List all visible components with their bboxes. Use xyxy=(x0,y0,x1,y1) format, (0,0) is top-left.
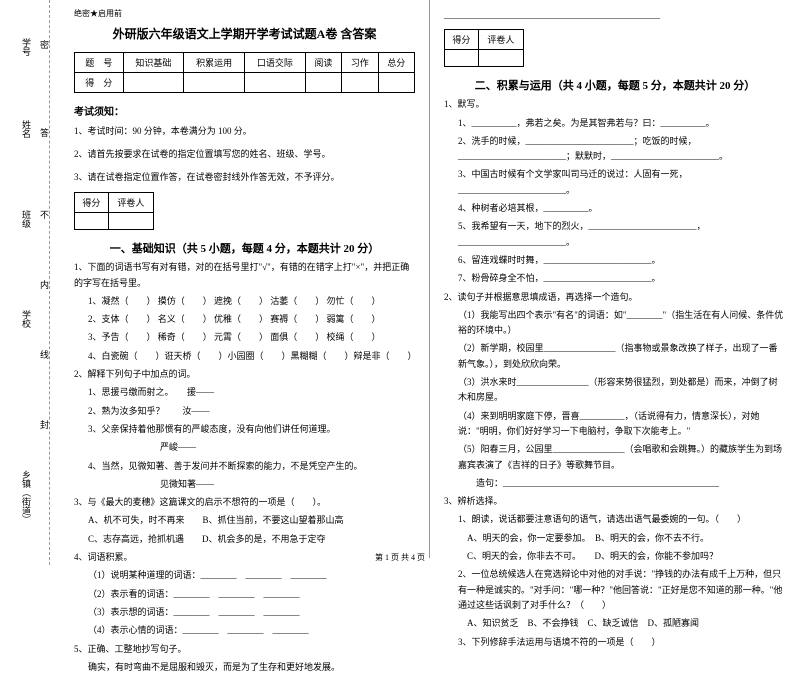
side-label-xingming: 姓名 xyxy=(20,120,33,138)
seal-char: 封 xyxy=(38,420,51,429)
td-blank[interactable] xyxy=(378,73,414,93)
exam-title: 外研版六年级语文上学期开学考试试题A卷 含答案 xyxy=(74,25,415,42)
question-line: 严峻—— xyxy=(74,440,415,455)
question-line: 3、父亲保持着他那惯有的严峻态度，没有向他们讲任何道理。 xyxy=(74,422,415,437)
table-row: 题 号 知识基础 积累运用 口语交际 阅读 习作 总分 xyxy=(75,53,415,73)
question-line: 3、中国古时候有个文学家叫司马迁的说过：人固有一死，______________… xyxy=(444,167,786,198)
grader-cell[interactable] xyxy=(108,213,153,230)
side-label-xuehao: 学号 xyxy=(20,38,33,56)
question-line: 1、思援弓缴而射之。 援—— xyxy=(74,385,415,400)
question-line: 4、白瓷碗（ ）诳天桥（ ）小园圈（ ）黑糊糊（ ）辩是非（ ） xyxy=(74,349,415,364)
question-line: （3）表示想的词语：________ ________ ________ xyxy=(74,605,415,620)
answer-blank-line[interactable]: ________________________________________… xyxy=(444,8,786,23)
question-line: 确实，有时弯曲不是屈服和毁灭，而是为了生存和更好地发展。 xyxy=(74,660,415,675)
left-column: 绝密★启用前 外研版六年级语文上学期开学考试试题A卷 含答案 题 号 知识基础 … xyxy=(60,0,430,558)
table-row: 得 分 xyxy=(75,73,415,93)
binding-margin: 学号 姓名 班级 学校 乡镇（街道） 密 答 不 内 线 封 xyxy=(0,0,50,565)
grader-label: 评卷人 xyxy=(108,193,153,213)
score-table: 题 号 知识基础 积累运用 口语交际 阅读 习作 总分 得 分 xyxy=(74,52,415,93)
question-line: 2、支体（ ） 名义（ ） 优稚（ ） 赛褥（ ） 弱篱（ ） xyxy=(74,312,415,327)
th-c2: 积累运用 xyxy=(184,53,245,73)
question-line: A、机不可失，时不再来 B、抓住当前，不要这山望着那山高 xyxy=(74,513,415,528)
question-line: （4）来到明明家庭下停，晋喜__________，（话说得有力，情意深长），对她… xyxy=(444,409,786,440)
td-blank[interactable] xyxy=(244,73,305,93)
question-line: （1）说明某种道理的词语：________ ________ ________ xyxy=(74,568,415,583)
seal-char: 不 xyxy=(38,210,51,219)
question-line: 见微知著—— xyxy=(74,477,415,492)
question-line: C、志存高远，抢抓机遇 D、机会多的是，不用急于定夺 xyxy=(74,532,415,547)
score-label: 得分 xyxy=(445,30,479,50)
question-line: 7、粉骨碎身全不怕，________________________。 xyxy=(444,271,786,286)
question-line: 2、熟为汝多知乎？ 汝—— xyxy=(74,404,415,419)
td-blank[interactable] xyxy=(305,73,341,93)
question: 2、读句子并根据意思填成语，再选择一个造句。 xyxy=(444,290,786,305)
question-line: （1）我能写出四个表示"有名"的词语：如"________"（指生活在有人问候、… xyxy=(444,308,786,339)
th-c6: 总分 xyxy=(378,53,414,73)
question: 1、下面的词语书写有对有错，对的在括号里打"√"，有错的在错字上打"×"，并把正… xyxy=(74,260,415,291)
side-label-jiedao: 乡镇（街道） xyxy=(20,470,33,524)
secrecy-label: 绝密★启用前 xyxy=(74,8,415,19)
th-c3: 口语交际 xyxy=(244,53,305,73)
question: 3、辨析选择。 xyxy=(444,494,786,509)
td-score: 得 分 xyxy=(75,73,124,93)
question-line: （3）洪水来时________________（形容来势很猛烈，到处都是）而来，… xyxy=(444,375,786,406)
score-label: 得分 xyxy=(75,193,109,213)
scorer-box: 得分评卷人 xyxy=(74,192,154,230)
question-line: 2、洗手的时候，________________________；吃饭的时候，_… xyxy=(444,134,786,165)
th-c4: 阅读 xyxy=(305,53,341,73)
question-line: 造句：_____________________________________… xyxy=(444,476,786,491)
grader-cell[interactable] xyxy=(478,50,523,67)
grader-label: 评卷人 xyxy=(478,30,523,50)
question: 5、正确、工整地抄写句子。 xyxy=(74,642,415,657)
question-line: 4、当然，见微知著、善于发问并不断探索的能力，不是凭空产生的。 xyxy=(74,459,415,474)
question-line: 1、__________，弗若之矣。为是其智弗若与？曰：__________。 xyxy=(444,116,786,131)
right-column: ________________________________________… xyxy=(430,0,800,558)
question-line: 5、我希望有一天，地下的烈火，________________________，… xyxy=(444,219,786,250)
notice-item: 3、请在试卷指定位置作答，在试卷密封线外作答无效，不予评分。 xyxy=(74,169,415,186)
question-line: （5）阳春三月，公园里________________（会唱歌和会跳舞。）的藏族… xyxy=(444,442,786,473)
question-line: （4）表示心情的词语：________ ________ ________ xyxy=(74,623,415,638)
page-content: 绝密★启用前 外研版六年级语文上学期开学考试试题A卷 含答案 题 号 知识基础 … xyxy=(60,0,800,558)
question-line: 2、一位总统候选人在竞选辩论中对他的对手说："挣钱的办法有成千上万种，但只有一种… xyxy=(444,567,786,613)
side-label-banji: 班级 xyxy=(20,210,33,228)
seal-char: 答 xyxy=(38,128,51,137)
question: 2、解释下列句子中加点的词。 xyxy=(74,367,415,382)
question-line: 1、朗读，说话都要注意语句的语气，请选出语气最委婉的一句。（ ） xyxy=(444,512,786,527)
notice-item: 1、考试时间：90 分钟，本卷满分为 100 分。 xyxy=(74,123,415,140)
seal-char: 内 xyxy=(38,280,51,289)
score-cell[interactable] xyxy=(445,50,479,67)
question-line: （2）新学期，校园里________________（指事物或景象改换了样子，出… xyxy=(444,341,786,372)
question: 1、默写。 xyxy=(444,97,786,112)
question-line: 4、种树者必培其根，__________。 xyxy=(444,201,786,216)
question: 3、与《最大的麦穗》这篇课文的启示不想符的一项是（ ）。 xyxy=(74,495,415,510)
question-line: 6、留连戏蝶时时舞，________________________。 xyxy=(444,253,786,268)
section-1-title: 一、基础知识（共 5 小题，每题 4 分，本题共计 20 分） xyxy=(74,240,415,256)
question-line: A、明天的会，你一定要参加。 B、明天的会，你不去不行。 xyxy=(444,531,786,546)
question-line: 3、下列修辞手法运用与语境不符的一项是（ ） xyxy=(444,635,786,650)
scorer-box: 得分评卷人 xyxy=(444,29,524,67)
th-c1: 知识基础 xyxy=(123,53,184,73)
question-line: 3、予告（ ） 稀奇（ ） 元霄（ ） 面俱（ ） 校绳（ ） xyxy=(74,330,415,345)
question-line: 1、凝然（ ） 摸仿（ ） 遮挽（ ） 沽萎（ ） 勿忙（ ） xyxy=(74,294,415,309)
question-line: （2）表示看的词语：________ ________ ________ xyxy=(74,587,415,602)
td-blank[interactable] xyxy=(342,73,378,93)
th-num: 题 号 xyxy=(75,53,124,73)
seal-char: 线 xyxy=(38,350,51,359)
question-line: A、知识贫乏 B、不会挣钱 C、缺乏诚信 D、孤陋寡闻 xyxy=(444,616,786,631)
td-blank[interactable] xyxy=(184,73,245,93)
section-2-title: 二、积累与运用（共 4 小题，每题 5 分，本题共计 20 分） xyxy=(444,77,786,93)
side-label-xuexiao: 学校 xyxy=(20,310,33,328)
page-footer: 第 1 页 共 4 页 xyxy=(0,552,800,563)
seal-char: 密 xyxy=(38,40,51,49)
score-cell[interactable] xyxy=(75,213,109,230)
notice-heading: 考试须知： xyxy=(74,103,415,118)
td-blank[interactable] xyxy=(123,73,184,93)
notice-item: 2、请首先按要求在试卷的指定位置填写您的姓名、班级、学号。 xyxy=(74,146,415,163)
th-c5: 习作 xyxy=(342,53,378,73)
